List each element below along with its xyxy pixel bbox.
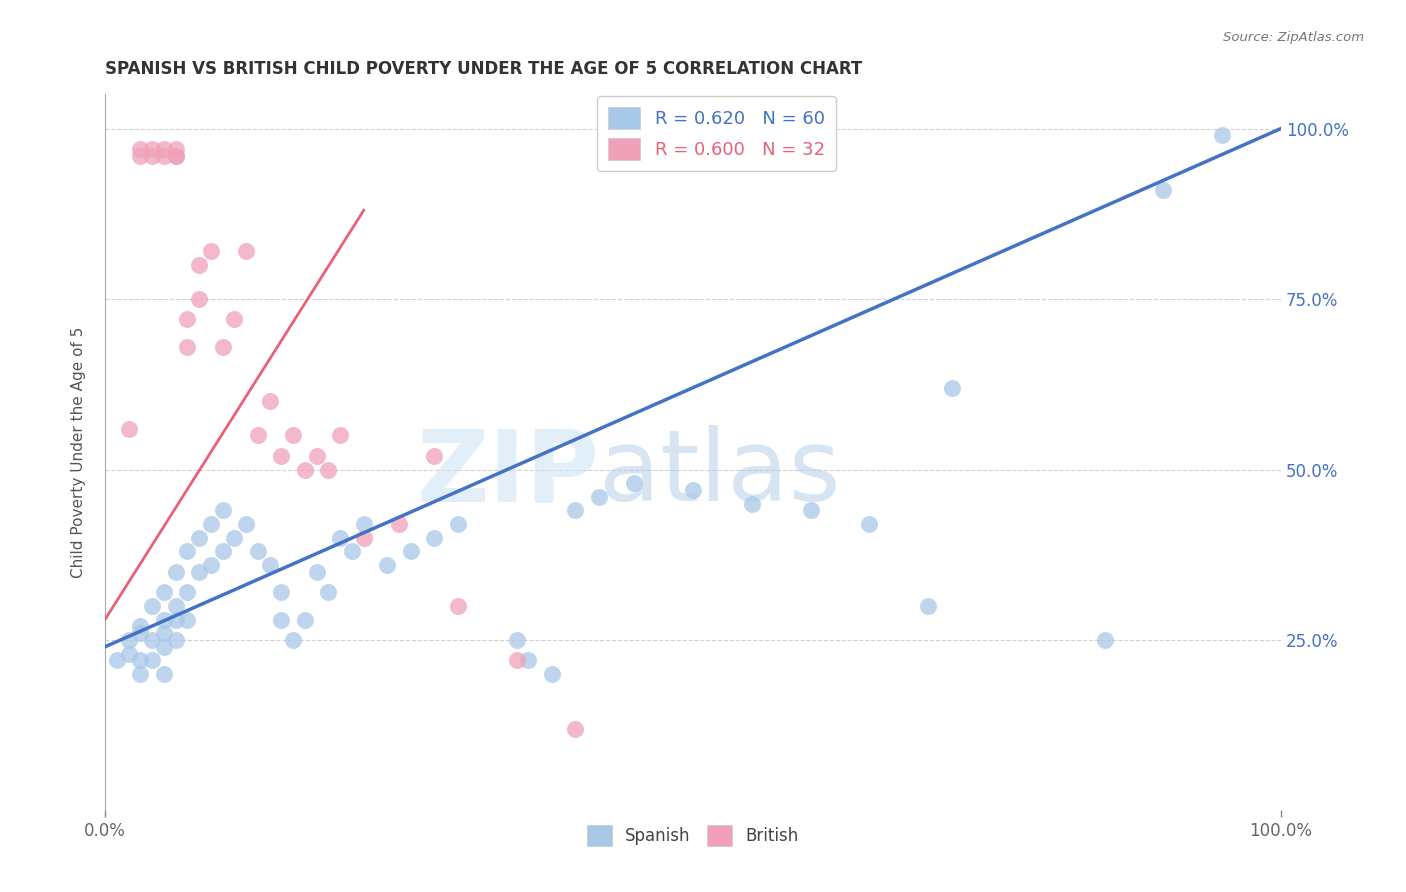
Y-axis label: Child Poverty Under the Age of 5: Child Poverty Under the Age of 5 xyxy=(72,326,86,578)
Point xyxy=(141,599,163,613)
Point xyxy=(176,613,198,627)
Point xyxy=(447,517,470,532)
Point xyxy=(517,653,540,667)
Point xyxy=(165,613,187,627)
Point xyxy=(152,585,174,599)
Point xyxy=(329,428,352,442)
Point xyxy=(117,632,139,647)
Point xyxy=(117,421,139,435)
Point xyxy=(800,503,823,517)
Point xyxy=(305,449,328,463)
Point xyxy=(294,613,316,627)
Point xyxy=(188,258,211,272)
Point xyxy=(165,149,187,163)
Point xyxy=(141,653,163,667)
Point xyxy=(176,340,198,354)
Point xyxy=(505,632,527,647)
Point xyxy=(294,462,316,476)
Point xyxy=(505,653,527,667)
Point xyxy=(224,312,246,326)
Point xyxy=(152,613,174,627)
Point xyxy=(353,517,375,532)
Point xyxy=(623,476,645,491)
Point xyxy=(340,544,363,558)
Point xyxy=(235,517,257,532)
Point xyxy=(399,544,422,558)
Point xyxy=(188,531,211,545)
Legend: Spanish, British: Spanish, British xyxy=(581,819,806,852)
Point xyxy=(281,428,304,442)
Point xyxy=(152,626,174,640)
Point xyxy=(211,340,233,354)
Point xyxy=(165,632,187,647)
Point xyxy=(682,483,704,497)
Point xyxy=(200,517,222,532)
Point xyxy=(375,558,398,572)
Point xyxy=(211,544,233,558)
Point xyxy=(165,599,187,613)
Point xyxy=(423,531,446,545)
Point xyxy=(270,449,292,463)
Point xyxy=(188,565,211,579)
Point xyxy=(176,312,198,326)
Point xyxy=(388,517,411,532)
Point xyxy=(246,428,269,442)
Point xyxy=(129,149,152,163)
Point xyxy=(1211,128,1233,143)
Point xyxy=(141,632,163,647)
Point xyxy=(152,667,174,681)
Point xyxy=(564,503,586,517)
Point xyxy=(246,544,269,558)
Point xyxy=(165,565,187,579)
Point xyxy=(235,244,257,259)
Text: atlas: atlas xyxy=(599,425,841,523)
Text: Source: ZipAtlas.com: Source: ZipAtlas.com xyxy=(1223,31,1364,45)
Point xyxy=(117,647,139,661)
Point xyxy=(129,667,152,681)
Point xyxy=(318,462,340,476)
Point xyxy=(188,292,211,306)
Point xyxy=(176,585,198,599)
Point xyxy=(129,626,152,640)
Point xyxy=(259,394,281,409)
Point xyxy=(281,632,304,647)
Point xyxy=(564,722,586,736)
Point xyxy=(447,599,470,613)
Point xyxy=(141,142,163,156)
Point xyxy=(224,531,246,545)
Point xyxy=(858,517,880,532)
Point xyxy=(259,558,281,572)
Point xyxy=(741,497,763,511)
Point xyxy=(152,142,174,156)
Point xyxy=(305,565,328,579)
Point xyxy=(152,640,174,654)
Point xyxy=(917,599,939,613)
Point xyxy=(129,653,152,667)
Text: ZIP: ZIP xyxy=(416,425,599,523)
Point xyxy=(423,449,446,463)
Point xyxy=(141,149,163,163)
Point xyxy=(129,142,152,156)
Point xyxy=(105,653,128,667)
Point xyxy=(541,667,564,681)
Point xyxy=(200,558,222,572)
Point xyxy=(152,149,174,163)
Point xyxy=(270,613,292,627)
Point xyxy=(588,490,610,504)
Point xyxy=(200,244,222,259)
Point xyxy=(318,585,340,599)
Point xyxy=(353,531,375,545)
Point xyxy=(165,142,187,156)
Point xyxy=(165,149,187,163)
Point xyxy=(1094,632,1116,647)
Text: SPANISH VS BRITISH CHILD POVERTY UNDER THE AGE OF 5 CORRELATION CHART: SPANISH VS BRITISH CHILD POVERTY UNDER T… xyxy=(105,60,862,78)
Point xyxy=(270,585,292,599)
Point xyxy=(329,531,352,545)
Point xyxy=(176,544,198,558)
Point xyxy=(211,503,233,517)
Point xyxy=(1152,183,1174,197)
Point xyxy=(129,619,152,633)
Point xyxy=(941,381,963,395)
